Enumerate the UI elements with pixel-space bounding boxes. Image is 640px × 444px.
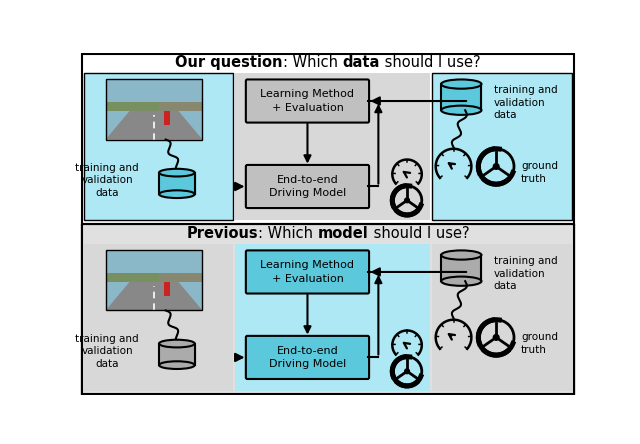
Circle shape bbox=[493, 164, 499, 169]
FancyBboxPatch shape bbox=[246, 79, 369, 123]
Polygon shape bbox=[106, 250, 202, 310]
Ellipse shape bbox=[441, 106, 481, 115]
Ellipse shape bbox=[441, 250, 481, 260]
Text: model: model bbox=[318, 226, 369, 241]
Polygon shape bbox=[84, 244, 234, 391]
Text: Our question: Our question bbox=[175, 55, 283, 70]
Text: training and
validation
data: training and validation data bbox=[76, 334, 139, 369]
Text: ground
truth: ground truth bbox=[521, 333, 558, 355]
Text: : Which: : Which bbox=[259, 226, 318, 241]
Polygon shape bbox=[80, 53, 576, 224]
Ellipse shape bbox=[441, 277, 481, 286]
Text: End-to-end
Driving Model: End-to-end Driving Model bbox=[269, 175, 346, 198]
Polygon shape bbox=[106, 111, 202, 139]
Text: End-to-end
Driving Model: End-to-end Driving Model bbox=[269, 346, 346, 369]
Text: Learning Method
+ Evaluation: Learning Method + Evaluation bbox=[260, 260, 355, 284]
Polygon shape bbox=[441, 84, 481, 110]
Polygon shape bbox=[432, 73, 572, 220]
Polygon shape bbox=[159, 102, 202, 111]
Circle shape bbox=[493, 335, 499, 340]
Ellipse shape bbox=[159, 340, 195, 347]
FancyBboxPatch shape bbox=[246, 165, 369, 208]
Polygon shape bbox=[159, 273, 202, 281]
Text: Learning Method
+ Evaluation: Learning Method + Evaluation bbox=[260, 89, 355, 113]
Polygon shape bbox=[432, 244, 572, 391]
Polygon shape bbox=[159, 173, 195, 194]
Text: should I use?: should I use? bbox=[369, 226, 469, 241]
Polygon shape bbox=[106, 102, 202, 111]
Text: data: data bbox=[342, 55, 380, 70]
Text: training and
validation
data: training and validation data bbox=[494, 256, 557, 291]
Polygon shape bbox=[164, 111, 170, 125]
Polygon shape bbox=[84, 73, 234, 220]
Polygon shape bbox=[441, 255, 481, 281]
FancyBboxPatch shape bbox=[246, 250, 369, 293]
Text: should I use?: should I use? bbox=[380, 55, 481, 70]
Text: training and
validation
data: training and validation data bbox=[76, 163, 139, 198]
Circle shape bbox=[404, 369, 410, 374]
Ellipse shape bbox=[159, 169, 195, 176]
Ellipse shape bbox=[159, 361, 195, 369]
Polygon shape bbox=[106, 273, 202, 281]
Text: training and
validation
data: training and validation data bbox=[494, 85, 557, 120]
Polygon shape bbox=[235, 244, 430, 391]
Circle shape bbox=[404, 198, 410, 203]
Ellipse shape bbox=[159, 190, 195, 198]
Polygon shape bbox=[164, 281, 170, 296]
Polygon shape bbox=[235, 73, 430, 220]
Polygon shape bbox=[106, 79, 202, 139]
Text: : Which: : Which bbox=[283, 55, 342, 70]
Ellipse shape bbox=[441, 79, 481, 89]
Text: ground
truth: ground truth bbox=[521, 162, 558, 184]
Text: Previous: Previous bbox=[187, 226, 259, 241]
Polygon shape bbox=[80, 224, 576, 395]
FancyBboxPatch shape bbox=[246, 336, 369, 379]
Polygon shape bbox=[159, 344, 195, 365]
Polygon shape bbox=[106, 281, 202, 310]
